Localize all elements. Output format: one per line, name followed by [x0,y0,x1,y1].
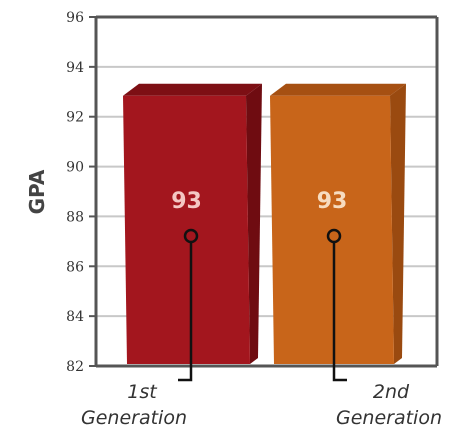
category-callout: 2nd Generation [326,228,442,429]
axes [94,15,439,368]
x-category-label: Generation [81,407,187,429]
y-tick-label: 86 [66,259,84,275]
bar-front [123,95,250,365]
bar [123,83,262,365]
y-tick-label: 82 [66,359,84,375]
x-category-label: 2nd [373,381,410,403]
y-tick-label: 94 [66,60,84,76]
y-axis-label: GPA [25,169,49,214]
data-labels: 93 93 [171,189,347,214]
y-tick-label: 88 [66,209,84,225]
bar-side [390,83,406,365]
marker-circle [326,228,342,244]
bar-top [270,83,406,96]
y-tick-label: 84 [66,309,84,325]
y-tick-label: 90 [66,160,84,176]
y-tick-label: 96 [66,10,84,26]
bar [270,83,406,365]
marker-circle [183,228,199,244]
bars [123,83,406,365]
leader-line [178,242,193,382]
category-callouts: 1st Generation 2nd Generation [81,228,442,429]
bar-top [123,83,262,96]
y-tick-label: 92 [66,110,84,126]
data-label: 93 [317,189,348,214]
bar-side [246,83,262,365]
x-category-label: 1st [127,381,158,403]
data-label: 93 [171,189,202,214]
category-callout: 1st Generation [81,228,199,429]
leader-line [332,242,347,382]
x-category-label: Generation [336,407,442,429]
y-tick-labels: 82 84 86 88 90 92 94 96 [66,10,96,375]
